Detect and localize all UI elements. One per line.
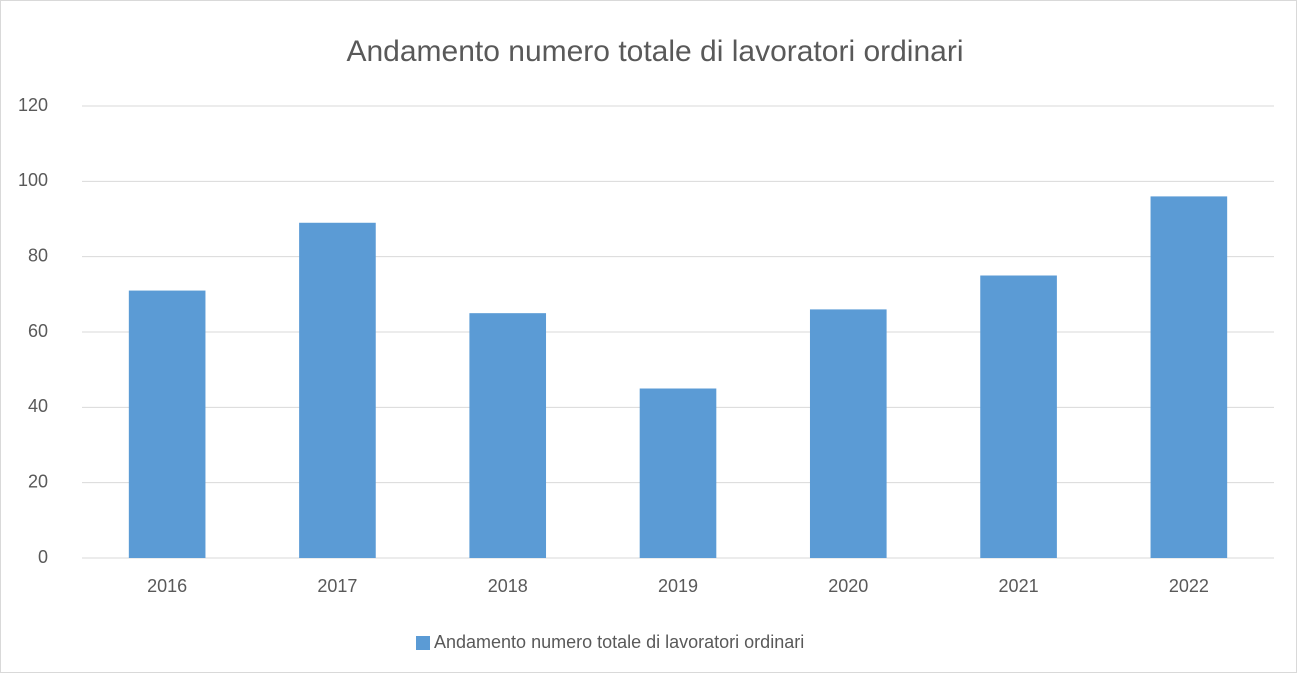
bar bbox=[128, 290, 206, 558]
y-tick-label: 40 bbox=[28, 396, 48, 416]
bar bbox=[469, 313, 547, 558]
x-tick-label: 2017 bbox=[317, 576, 357, 596]
bar bbox=[299, 222, 376, 558]
bar bbox=[639, 388, 717, 558]
y-tick-label: 0 bbox=[38, 547, 48, 567]
bar bbox=[809, 309, 887, 558]
legend-label: Andamento numero totale di lavoratori or… bbox=[434, 632, 804, 652]
x-tick-label: 2020 bbox=[828, 576, 868, 596]
x-tick-label: 2016 bbox=[147, 576, 187, 596]
x-tick-label: 2018 bbox=[488, 576, 528, 596]
x-tick-label: 2019 bbox=[658, 576, 698, 596]
bar bbox=[980, 275, 1057, 558]
y-tick-label: 60 bbox=[28, 321, 48, 341]
y-tick-label: 120 bbox=[18, 95, 48, 115]
y-tick-label: 80 bbox=[28, 245, 48, 265]
bar bbox=[1150, 196, 1228, 558]
legend-swatch bbox=[416, 636, 430, 650]
y-tick-label: 100 bbox=[18, 170, 48, 190]
x-tick-label: 2021 bbox=[999, 576, 1039, 596]
chart-title: Andamento numero totale di lavoratori or… bbox=[346, 35, 963, 68]
x-tick-label: 2022 bbox=[1169, 576, 1209, 596]
y-tick-label: 20 bbox=[28, 471, 48, 491]
